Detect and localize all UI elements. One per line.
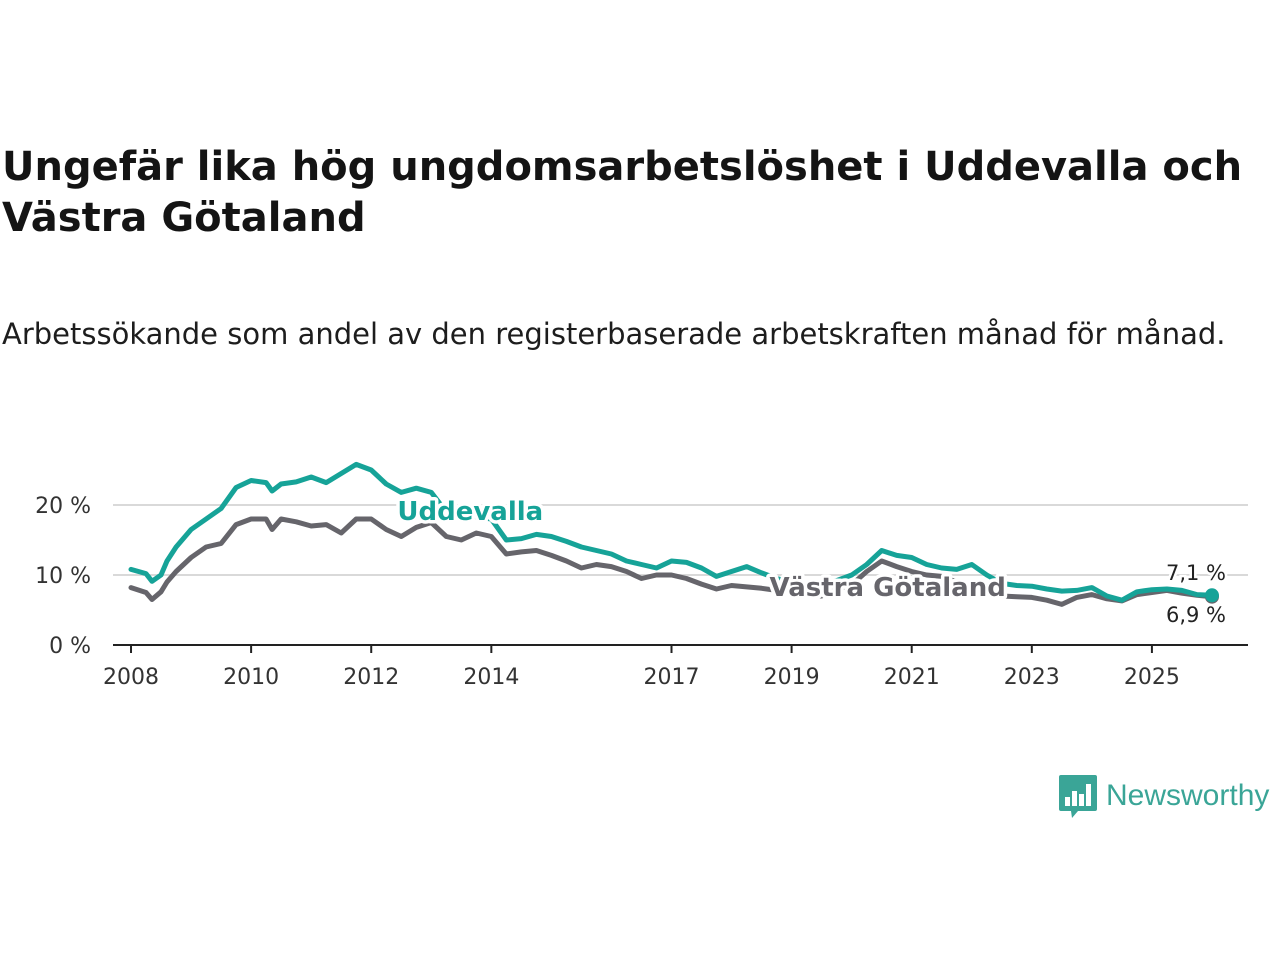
- x-tick-label: 2010: [223, 665, 279, 690]
- chart-title: Ungefär lika hög ungdomsarbetslöshet i U…: [2, 144, 1243, 241]
- y-tick-label: 20 %: [35, 494, 91, 519]
- grid-lines: [113, 504, 1248, 576]
- brand-name: Newsworthy: [1106, 779, 1270, 812]
- series-lines: [128, 461, 1219, 607]
- uddevalla-end-point: [1204, 588, 1219, 603]
- vastra-gotaland-line: [128, 516, 1215, 607]
- y-tick-label: 0 %: [49, 634, 91, 659]
- x-tick-label: 2021: [884, 665, 940, 690]
- vastra-gotaland-end-label: 6,9 %: [1166, 603, 1226, 627]
- x-tick-label: 2025: [1124, 665, 1180, 690]
- x-tick-label: 2012: [343, 665, 399, 690]
- x-tick-label: 2023: [1004, 665, 1060, 690]
- x-tick-label: 2014: [463, 665, 519, 690]
- axes: 0 % 10 % 20 % 2008 2010 2012 2014 2017 2019 2021 2…: [35, 494, 1248, 690]
- data-labels: Uddevalla Västra Götaland 7,1 % 6,9 %: [394, 494, 1229, 630]
- x-tick-label: 2008: [103, 665, 159, 690]
- x-tick-label: 2019: [764, 665, 820, 690]
- line-chart: 0 % 10 % 20 % 2008 2010 2012 2014 2017 2019 2021 2…: [35, 461, 1248, 690]
- uddevalla-end-label: 7,1 %: [1166, 561, 1226, 585]
- newsworthy-logo: Newsworthy: [1058, 772, 1269, 820]
- x-tick-label: 2017: [643, 665, 699, 690]
- bar-chart-speech-bubble-icon: [1059, 775, 1097, 818]
- chart-subtitle: Arbetssökande som andel av den registerb…: [2, 317, 1226, 351]
- y-tick-label: 10 %: [35, 564, 91, 589]
- vastra-gotaland-series-label: Västra Götaland: [770, 573, 1006, 603]
- uddevalla-series-label: Uddevalla: [397, 497, 543, 527]
- uddevalla-line: [128, 461, 1215, 603]
